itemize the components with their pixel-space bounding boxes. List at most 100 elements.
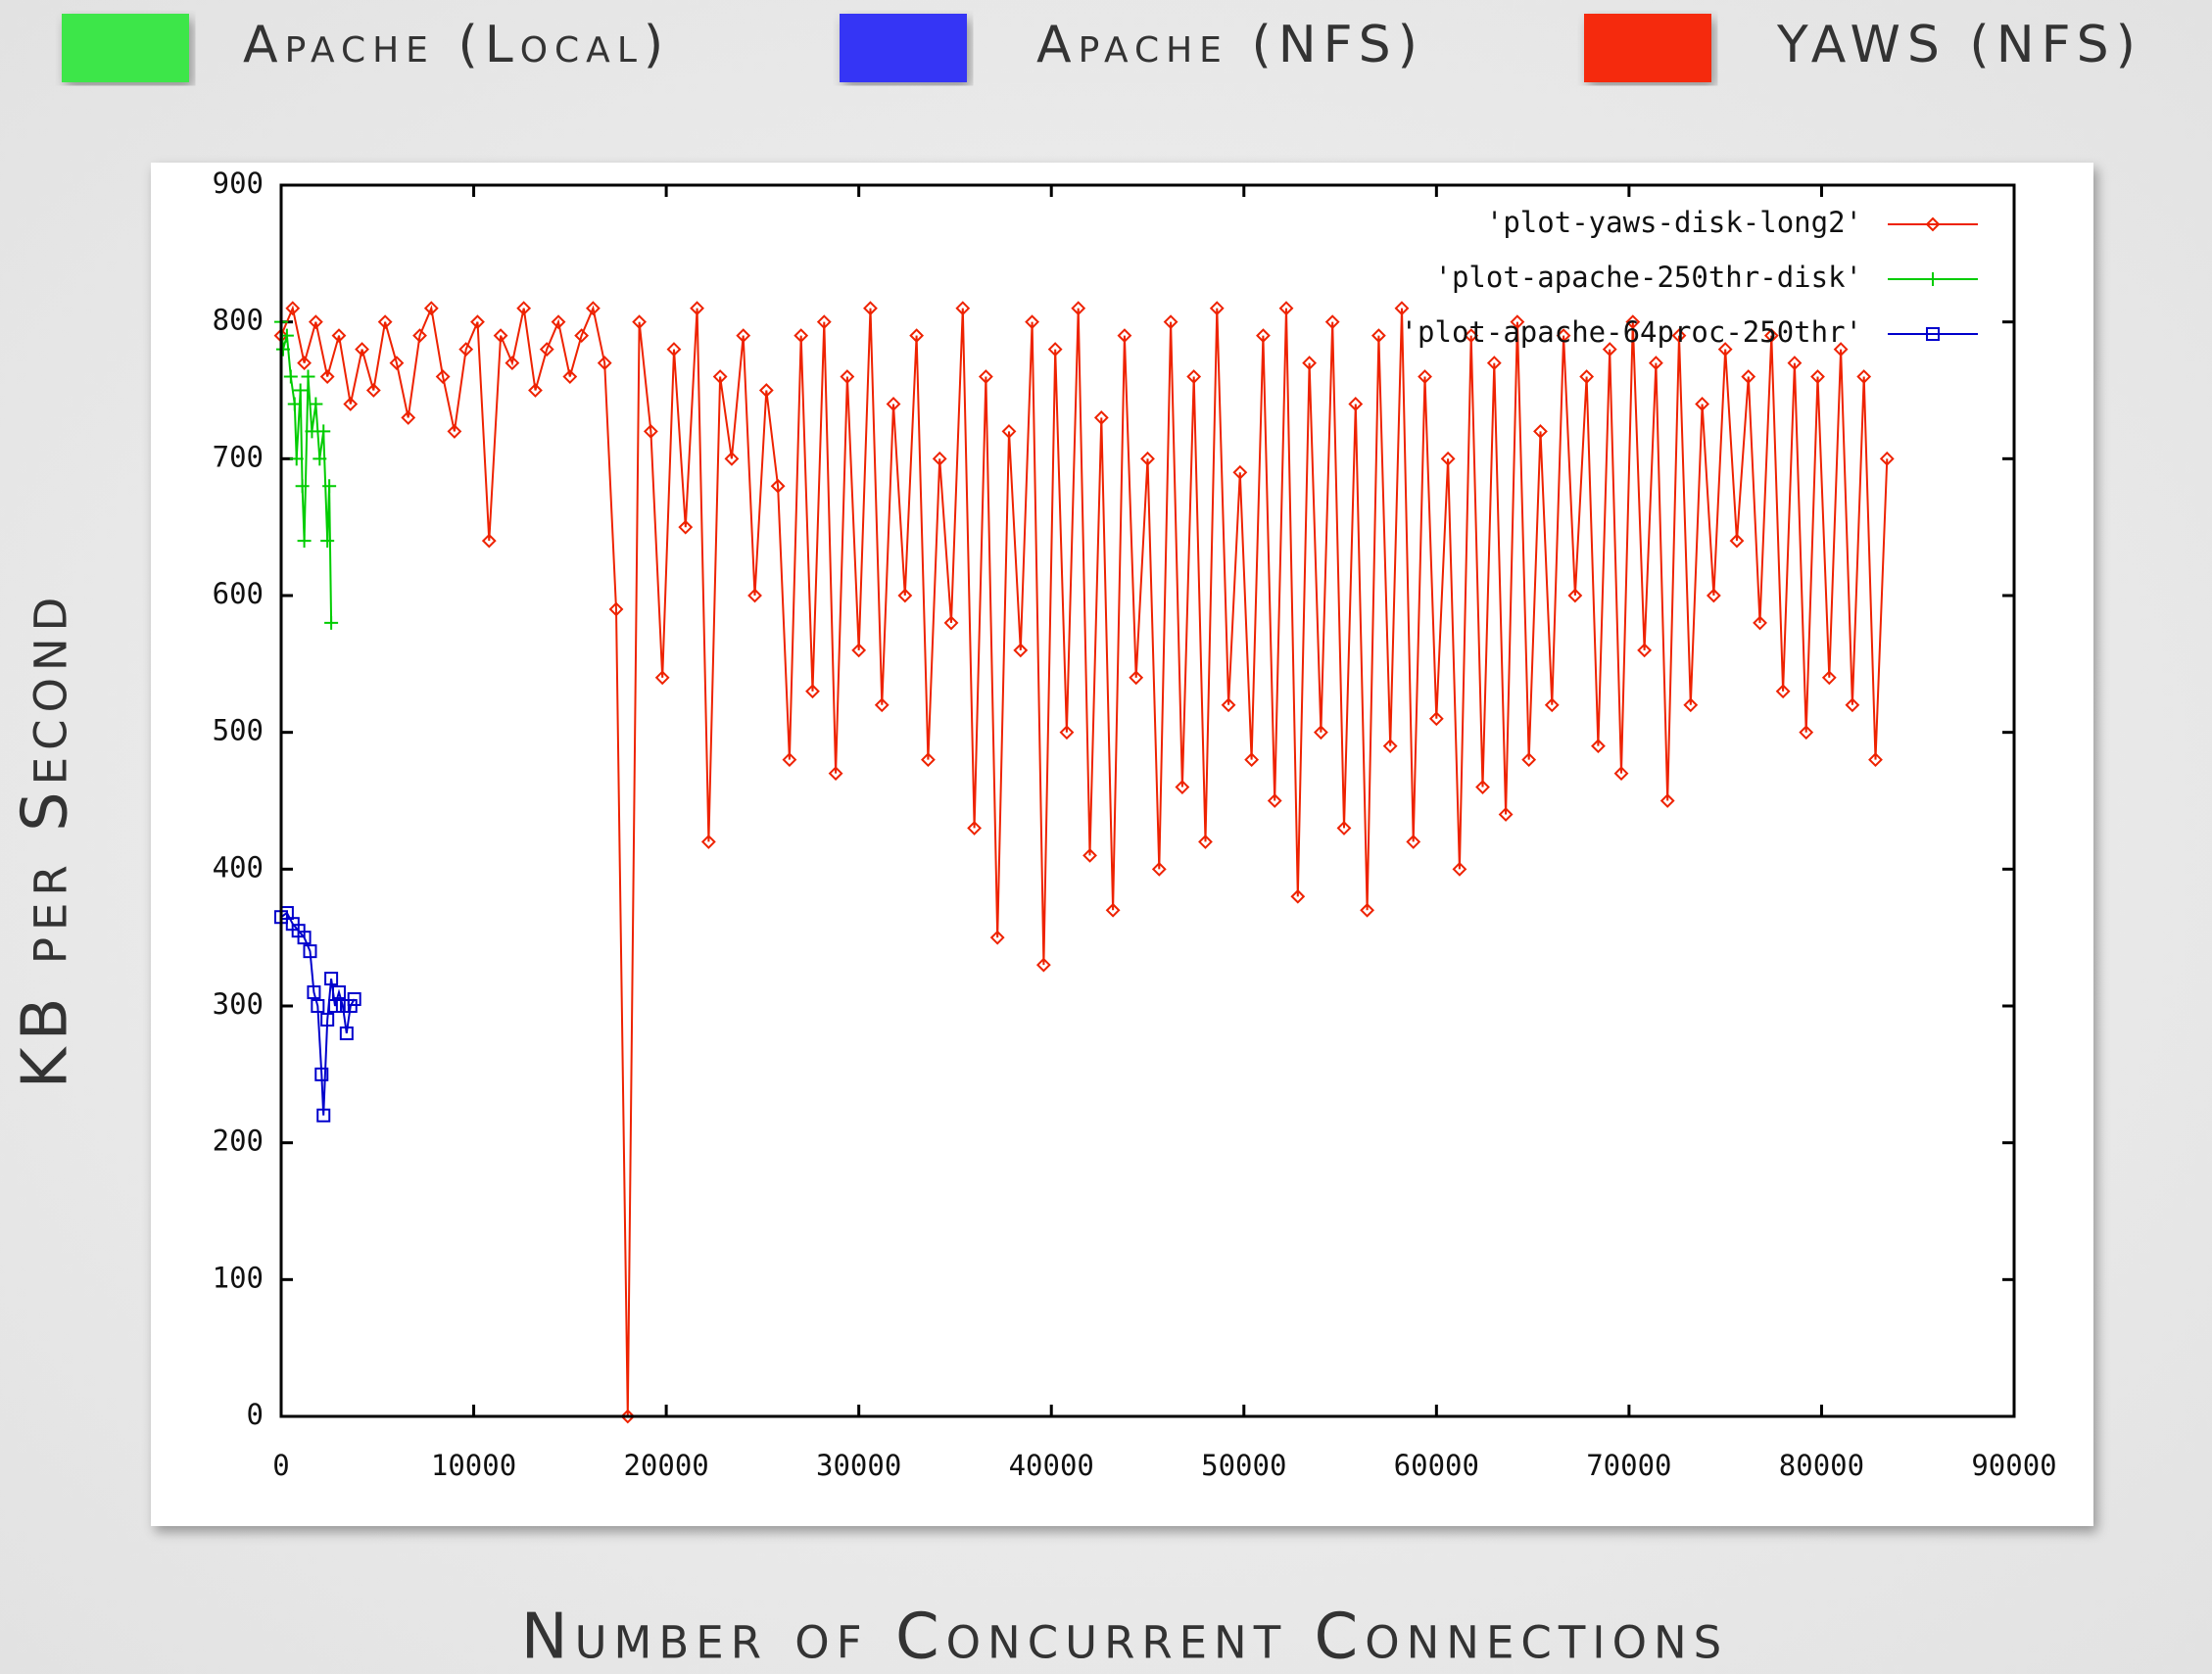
point-marker xyxy=(1787,356,1803,370)
point-marker xyxy=(1544,697,1560,713)
y-axis-label: KB per Second xyxy=(10,591,82,1089)
x-tick-label: 80000 xyxy=(1779,1449,1864,1482)
point-marker xyxy=(1833,342,1849,358)
point-marker xyxy=(311,999,325,1013)
point-marker xyxy=(632,314,648,330)
point-marker xyxy=(1302,356,1318,370)
point-marker xyxy=(1267,793,1282,808)
point-marker xyxy=(1186,369,1202,384)
x-tick-label: 40000 xyxy=(1009,1449,1094,1482)
point-marker xyxy=(1695,397,1709,411)
point-marker xyxy=(1035,957,1051,973)
point-marker xyxy=(481,533,497,549)
point-marker xyxy=(447,423,462,439)
x-tick-label: 20000 xyxy=(623,1449,708,1482)
point-marker xyxy=(301,369,315,384)
point-marker xyxy=(1394,301,1410,316)
point-marker xyxy=(285,301,301,316)
point-marker xyxy=(314,1067,329,1081)
point-marker xyxy=(840,369,855,384)
plot-frame xyxy=(279,183,2016,1418)
legend-label: 'plot-apache-64proc-250thr' xyxy=(1401,315,1862,349)
point-marker xyxy=(921,752,936,768)
point-marker xyxy=(1775,684,1791,699)
point-marker xyxy=(324,972,339,986)
point-marker xyxy=(539,342,554,358)
point-marker xyxy=(1025,314,1039,330)
point-marker xyxy=(1717,342,1733,358)
point-marker xyxy=(724,451,740,466)
point-marker xyxy=(309,397,323,411)
point-marker xyxy=(955,301,971,316)
point-marker xyxy=(654,670,670,686)
point-marker xyxy=(851,643,867,658)
point-marker xyxy=(1868,752,1883,768)
legend-label: 'plot-apache-250thr-disk' xyxy=(1435,261,1863,294)
point-marker xyxy=(782,752,797,768)
x-tick-label: 70000 xyxy=(1586,1449,1671,1482)
point-marker xyxy=(339,1026,354,1040)
y-tick-label: 700 xyxy=(213,440,264,473)
point-marker xyxy=(293,383,308,398)
point-marker xyxy=(305,424,319,439)
point-marker xyxy=(1799,725,1814,741)
x-axis-label: Number of Concurrent Connections xyxy=(521,1602,1728,1670)
point-marker xyxy=(989,930,1005,945)
point-marker xyxy=(308,314,323,330)
point-marker xyxy=(736,328,751,344)
point-marker xyxy=(1821,670,1837,686)
point-marker xyxy=(1117,328,1132,344)
y-tick-label: 300 xyxy=(213,987,264,1021)
point-marker xyxy=(1071,301,1086,316)
point-marker xyxy=(1013,643,1029,658)
point-marker xyxy=(313,452,327,466)
point-marker xyxy=(275,342,290,357)
point-marker xyxy=(828,766,843,781)
x-tick-label: 50000 xyxy=(1201,1449,1286,1482)
point-marker xyxy=(586,301,601,316)
point-marker xyxy=(1753,615,1767,631)
point-marker xyxy=(435,369,451,384)
point-marker xyxy=(597,356,612,370)
point-marker xyxy=(1256,328,1271,344)
point-marker xyxy=(1047,342,1063,358)
point-marker xyxy=(1440,451,1456,466)
point-marker xyxy=(620,1409,636,1424)
legend-label: 'plot-yaws-disk-long2' xyxy=(1486,206,1862,239)
point-marker xyxy=(551,314,566,330)
point-marker xyxy=(1313,725,1328,741)
point-marker xyxy=(1810,369,1825,384)
point-marker xyxy=(1464,328,1479,344)
point-marker xyxy=(1244,752,1260,768)
point-marker xyxy=(1221,697,1236,713)
point-marker xyxy=(355,342,369,358)
point-marker xyxy=(365,383,381,398)
point-marker xyxy=(1290,888,1306,904)
point-marker xyxy=(874,697,890,713)
point-marker xyxy=(1278,301,1294,316)
point-marker xyxy=(1856,369,1872,384)
point-marker xyxy=(1683,697,1699,713)
point-marker xyxy=(1209,301,1225,316)
point-marker xyxy=(1360,902,1374,918)
point-marker xyxy=(678,519,694,535)
point-marker xyxy=(505,356,520,370)
y-tick-label: 600 xyxy=(213,577,264,610)
x-tick-label: 0 xyxy=(272,1449,289,1482)
point-marker xyxy=(793,328,809,344)
point-marker xyxy=(712,369,728,384)
point-marker xyxy=(516,301,532,316)
point-marker xyxy=(1637,643,1653,658)
point-marker xyxy=(690,301,704,316)
point-marker xyxy=(303,944,317,959)
point-marker xyxy=(389,356,405,370)
point-marker xyxy=(1879,451,1895,466)
point-marker xyxy=(574,328,590,344)
point-marker xyxy=(805,684,820,699)
point-marker xyxy=(1729,533,1745,549)
legend-swatch xyxy=(1584,14,1711,82)
point-marker xyxy=(297,931,312,945)
point-marker xyxy=(493,328,508,344)
point-marker xyxy=(562,369,578,384)
point-marker xyxy=(470,314,485,330)
